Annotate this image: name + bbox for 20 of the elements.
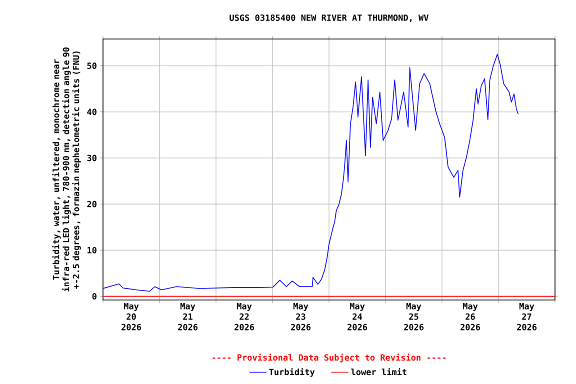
legend-label: Turbidity: [269, 368, 315, 377]
x-tick-label: May 24 2026: [348, 303, 368, 330]
x-tick-label: May 25 2026: [404, 303, 424, 330]
x-tick-label: May 21 2026: [178, 303, 198, 330]
x-tick-label: May 27 2026: [517, 303, 537, 330]
y-tick-label: 30: [87, 154, 96, 162]
y-tick-label: 0: [92, 293, 96, 300]
y-tick-label: 10: [88, 246, 96, 254]
x-tick-label: May 26 2026: [460, 303, 480, 330]
chart-title: USGS 03185400 NEW RIVER AT THURMOND, WV: [230, 14, 429, 22]
text: ---- Provisional Data Subject to Revision ----: [212, 354, 446, 362]
x-tick-label: May 20 2026: [122, 303, 142, 330]
y-tick-label: 50: [87, 62, 96, 69]
x-tick-label: May 22 2026: [234, 303, 254, 330]
y-axis-title: Turbidity, water, unfiltered, monochrome near infra-red LED light, 780-900 nm, detection angle 90 +-2.5 degrees, formazin nephelometric units (FNU): [52, 48, 81, 292]
y-tick-label: 40: [87, 108, 96, 116]
x-tick-label: May 23 2026: [291, 303, 311, 330]
y-tick-label: 20: [87, 200, 96, 208]
line-series: [103, 54, 519, 292]
legend-label: lower limit: [351, 368, 406, 376]
